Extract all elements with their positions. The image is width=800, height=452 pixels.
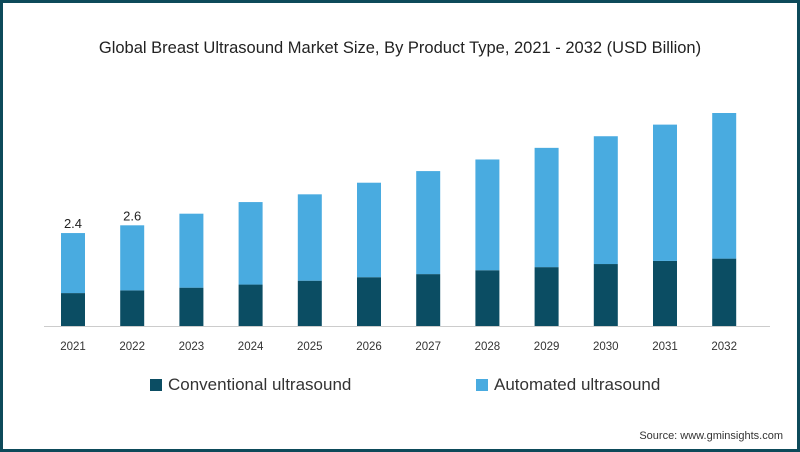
bar-conventional-2026: [357, 277, 381, 326]
x-tick-2024: 2024: [238, 341, 264, 353]
x-tick-2029: 2029: [534, 341, 560, 353]
legend-label-conventional: Conventional ultrasound: [168, 375, 352, 394]
x-tick-2026: 2026: [356, 341, 382, 353]
legend: Conventional ultrasound Automated ultras…: [3, 375, 797, 399]
source-note: Source: www.gminsights.com: [639, 430, 783, 442]
x-tick-2022: 2022: [119, 341, 145, 353]
bar-automated-2024: [238, 202, 263, 285]
legend-label-automated: Automated ultrasound: [494, 375, 661, 394]
bar-conventional-2025: [297, 280, 322, 326]
bar-chart: 2.4 2021 2.6 2022 2023 2024 2025 2026 2027 2028 20…: [44, 113, 770, 353]
bar-automated-2027: [416, 171, 441, 275]
bar-automated-2021: [61, 233, 85, 294]
bar-conventional-2030: [593, 264, 618, 326]
bar-automated-2026: [357, 182, 381, 278]
legend-item-conventional: Conventional ultrasound: [150, 375, 351, 395]
bar-automated-2023: [179, 213, 204, 288]
bar-automated-2025: [297, 194, 322, 281]
bar-conventional-2032: [712, 258, 737, 326]
x-tick-2027: 2027: [415, 341, 441, 353]
bar-automated-2022: [120, 225, 145, 291]
x-tick-2021: 2021: [60, 341, 86, 353]
x-tick-2032: 2032: [711, 341, 737, 353]
x-tick-2031: 2031: [652, 341, 678, 353]
data-label-2021: 2.4: [64, 216, 82, 231]
bar-conventional-2027: [416, 274, 441, 326]
bar-conventional-2031: [653, 260, 677, 326]
x-tick-2023: 2023: [179, 341, 205, 353]
bar-conventional-2023: [179, 287, 204, 326]
x-tick-2030: 2030: [593, 341, 619, 353]
legend-swatch-conventional: [150, 379, 162, 391]
data-label-2022: 2.6: [123, 208, 141, 223]
bar-automated-2030: [593, 136, 618, 265]
bar-automated-2031: [653, 124, 677, 261]
x-tick-2025: 2025: [297, 341, 323, 353]
legend-item-automated: Automated ultrasound: [476, 375, 660, 395]
bar-conventional-2021: [61, 293, 85, 326]
legend-swatch-automated: [476, 379, 488, 391]
bar-automated-2029: [534, 147, 559, 268]
bar-conventional-2029: [534, 267, 559, 326]
chart-title: Global Breast Ultrasound Market Size, By…: [98, 39, 702, 57]
bar-conventional-2028: [475, 270, 500, 326]
x-tick-2028: 2028: [475, 341, 501, 353]
bar-automated-2032: [712, 113, 737, 259]
bar-automated-2028: [475, 159, 500, 271]
bar-conventional-2022: [120, 290, 145, 326]
bar-conventional-2024: [238, 284, 263, 326]
